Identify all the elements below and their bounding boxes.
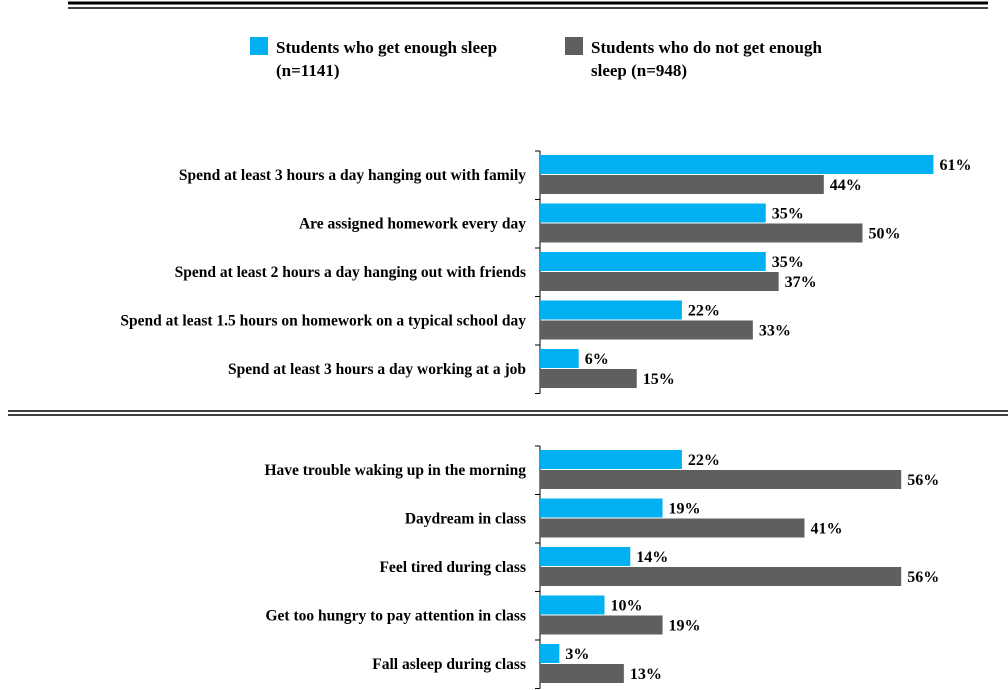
bar-enough-sleep	[540, 498, 663, 518]
legend-swatch-enough-sleep	[250, 37, 268, 55]
bar-enough-sleep	[540, 203, 766, 223]
data-label: 22%	[688, 452, 720, 469]
data-label: 19%	[669, 618, 701, 635]
data-label: 13%	[630, 666, 662, 683]
category-axes	[535, 150, 541, 689]
data-label: 19%	[669, 501, 701, 518]
bar-not-enough-sleep	[540, 470, 902, 489]
section-divider	[8, 410, 1008, 416]
data-label: 22%	[688, 303, 720, 320]
data-label: 35%	[772, 254, 804, 271]
bar-enough-sleep	[540, 644, 560, 663]
data-label: 14%	[636, 549, 668, 566]
labels-layer: Spend at least 3 hours a day hanging out…	[120, 157, 971, 683]
bar-enough-sleep	[540, 349, 579, 368]
category-label: Are assigned homework every day	[299, 216, 526, 233]
data-label: 6%	[585, 351, 609, 368]
data-label: 56%	[907, 569, 939, 586]
category-label: Have trouble waking up in the morning	[264, 462, 526, 479]
bar-not-enough-sleep	[540, 664, 624, 683]
category-label: Daydream in class	[405, 511, 526, 528]
data-label: 37%	[785, 274, 817, 291]
category-label: Spend at least 3 hours a day hanging out…	[179, 167, 526, 184]
category-label: Feel tired during class	[379, 559, 526, 576]
category-label: Spend at least 3 hours a day working at …	[228, 361, 526, 378]
category-label: Get too hungry to pay attention in class	[266, 608, 527, 625]
bar-not-enough-sleep	[540, 175, 824, 194]
bar-enough-sleep	[540, 595, 605, 615]
data-label: 15%	[643, 371, 675, 388]
bar-enough-sleep	[540, 450, 682, 469]
data-label: 41%	[810, 521, 842, 538]
category-label: Fall asleep during class	[372, 656, 526, 673]
data-label: 44%	[830, 177, 862, 194]
bar-not-enough-sleep	[540, 320, 753, 340]
bar-not-enough-sleep	[540, 518, 805, 538]
bar-not-enough-sleep	[540, 369, 637, 388]
top-double-rule	[68, 1, 988, 9]
bar-enough-sleep	[540, 300, 682, 320]
data-label: 50%	[869, 226, 901, 243]
data-label: 56%	[907, 472, 939, 489]
data-label: 10%	[611, 598, 643, 615]
bar-not-enough-sleep	[540, 272, 779, 291]
data-label: 33%	[759, 323, 791, 340]
bar-not-enough-sleep	[540, 223, 863, 243]
category-label: Spend at least 1.5 hours on homework on …	[120, 313, 526, 330]
bar-enough-sleep	[540, 547, 631, 566]
bar-enough-sleep	[540, 252, 766, 271]
data-label: 35%	[772, 206, 804, 223]
data-label: 61%	[939, 157, 971, 174]
category-label: Spend at least 2 hours a day hanging out…	[175, 264, 526, 281]
legend-swatch-not-enough-sleep	[565, 37, 583, 55]
legend-label-enough-sleep: Students who get enough sleep (n=1141)	[276, 38, 498, 80]
bar-not-enough-sleep	[540, 615, 663, 635]
bar-enough-sleep	[540, 155, 934, 174]
bar-not-enough-sleep	[540, 567, 902, 586]
legend-label-not-enough-sleep: Students who do not get enough sleep (n=…	[591, 38, 822, 80]
bars-layer	[540, 155, 934, 683]
data-label: 3%	[565, 646, 589, 663]
